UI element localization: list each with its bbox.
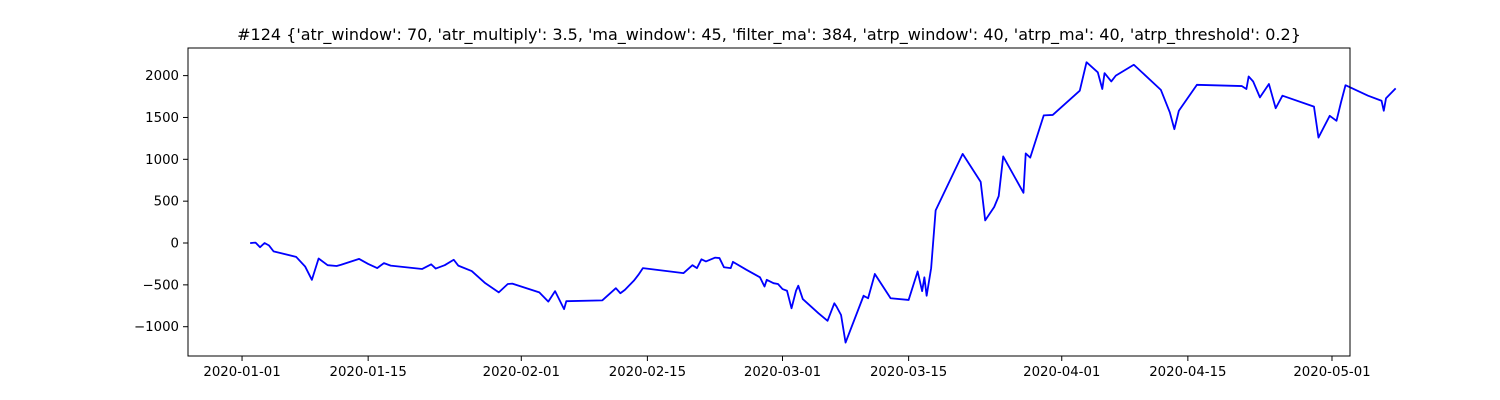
- y-tick-label: −1000: [134, 320, 179, 335]
- x-tick-label: 2020-04-15: [1149, 365, 1226, 380]
- x-tick-label: 2020-03-01: [744, 365, 821, 380]
- x-tick-label: 2020-01-15: [330, 365, 407, 380]
- x-tick-label: 2020-04-01: [1023, 365, 1100, 380]
- y-tick-label: 1500: [145, 111, 179, 126]
- chart-title: #124 {'atr_window': 70, 'atr_multiply': …: [237, 25, 1301, 45]
- plot-area: 2020-01-01 2020-01-15 2020-02-01 2020-02-15…: [134, 47, 1397, 380]
- x-tick-label: 2020-03-15: [870, 365, 947, 380]
- y-tick-label: 500: [154, 195, 179, 210]
- series-line: [250, 61, 1397, 344]
- y-tick-label: 2000: [145, 69, 179, 84]
- x-tick-label: 2020-02-15: [609, 365, 686, 380]
- y-tick-label: 0: [171, 237, 179, 252]
- x-tick-label: 2020-02-01: [483, 365, 560, 380]
- x-tick-label: 2020-01-01: [203, 365, 280, 380]
- plot-frame: [187, 47, 1351, 357]
- y-tick-label: 1000: [145, 153, 179, 168]
- y-tick-label: −500: [142, 278, 179, 293]
- x-tick-label: 2020-05-01: [1293, 365, 1370, 380]
